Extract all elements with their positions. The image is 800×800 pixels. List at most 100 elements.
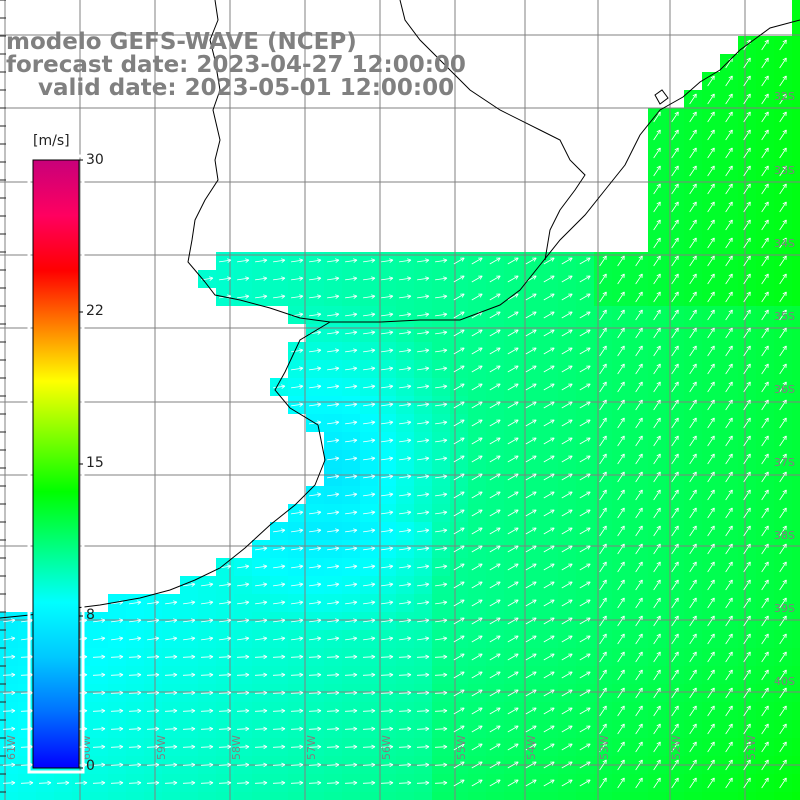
wind-cell	[792, 558, 800, 576]
lat-label: 39S	[774, 602, 795, 615]
wind-arrow	[599, 363, 607, 375]
wind-arrow	[635, 309, 643, 321]
wind-arrow	[743, 147, 751, 159]
wind-arrow	[309, 366, 322, 371]
wind-arrow	[543, 347, 555, 355]
wind-arrow	[671, 183, 679, 195]
wind-arrow	[689, 111, 697, 123]
wind-arrow	[399, 330, 412, 335]
wind-cell	[792, 270, 800, 288]
wind-arrow	[525, 293, 537, 301]
wind-arrow	[381, 312, 394, 317]
colorbar-tick-22: 22	[86, 303, 104, 319]
wind-arrow	[779, 273, 787, 285]
wind-arrow	[725, 111, 733, 123]
wind-arrow	[689, 219, 697, 231]
wind-arrow	[689, 183, 697, 195]
wind-arrow	[671, 291, 679, 303]
wind-cell	[198, 792, 216, 800]
wind-arrow	[399, 312, 412, 317]
wind-arrow	[599, 327, 607, 339]
wind-arrow	[345, 384, 358, 389]
wind-arrow	[761, 255, 769, 267]
wind-cell	[792, 576, 800, 594]
wind-cell	[792, 324, 800, 342]
wind-arrow	[617, 327, 625, 339]
wind-cell	[630, 792, 648, 800]
wind-arrow	[219, 258, 232, 263]
wind-arrow	[779, 183, 787, 195]
wind-arrow	[743, 309, 751, 321]
wind-arrow	[707, 309, 715, 321]
wind-arrow	[707, 363, 715, 375]
wind-arrow	[471, 329, 483, 337]
wind-arrow	[779, 165, 787, 177]
wind-cell	[504, 792, 522, 800]
wind-arrow	[561, 257, 573, 265]
wind-cell	[792, 486, 800, 504]
wind-arrow	[579, 347, 591, 355]
wind-arrow	[327, 312, 340, 317]
wind-cell	[792, 522, 800, 540]
wind-arrow	[779, 291, 787, 303]
wind-arrow	[653, 327, 661, 339]
wind-arrow	[525, 365, 537, 373]
wind-cell	[18, 792, 36, 800]
wind-cell	[486, 792, 504, 800]
wind-arrow	[707, 93, 715, 105]
wind-cell	[54, 792, 72, 800]
wind-cell	[738, 792, 756, 800]
wind-cell	[792, 162, 800, 180]
wind-arrow	[779, 93, 787, 105]
wind-arrow	[689, 255, 697, 267]
wind-arrow	[761, 309, 769, 321]
colorbar-unit: [m/s]	[33, 133, 70, 149]
wind-arrow	[761, 57, 769, 69]
wind-arrow	[707, 183, 715, 195]
wind-arrow	[381, 330, 394, 335]
lon-label: 59W	[155, 735, 168, 760]
wind-cell	[792, 90, 800, 108]
wind-arrow	[309, 258, 322, 263]
wind-arrow	[417, 348, 430, 353]
wind-arrow	[273, 276, 286, 281]
wind-cell	[306, 792, 324, 800]
wind-arrow	[381, 348, 394, 353]
wind-arrow	[489, 365, 501, 373]
wind-cell	[792, 18, 800, 36]
wind-arrow	[707, 345, 715, 357]
wind-arrow	[237, 276, 250, 281]
wind-arrow	[671, 345, 679, 357]
wind-arrow	[707, 165, 715, 177]
wind-arrow	[707, 201, 715, 213]
wind-cell	[792, 36, 800, 54]
wind-arrow	[743, 363, 751, 375]
wind-arrow	[743, 165, 751, 177]
wind-arrow	[507, 347, 519, 355]
wind-arrow	[761, 201, 769, 213]
wind-arrow	[743, 291, 751, 303]
wind-arrow	[453, 365, 465, 373]
wind-arrow	[579, 365, 591, 373]
colorbar-tick-8: 8	[86, 607, 95, 623]
wind-arrow	[743, 255, 751, 267]
wind-arrow	[761, 147, 769, 159]
wind-arrow	[707, 327, 715, 339]
wind-arrow	[453, 275, 465, 283]
wind-arrow	[291, 276, 304, 281]
wind-arrow	[725, 219, 733, 231]
wind-cell	[684, 792, 702, 800]
lat-label: 32S	[774, 90, 795, 103]
title-forecast-date: forecast date: 2023-04-27 12:00:00	[6, 52, 466, 78]
lon-label: 57W	[305, 735, 318, 760]
wind-arrow	[453, 293, 465, 301]
wind-arrow	[237, 294, 250, 299]
wind-arrow	[761, 273, 769, 285]
wind-arrow	[345, 312, 358, 317]
wind-arrow	[743, 75, 751, 87]
wind-cell	[792, 630, 800, 648]
wind-arrow	[599, 255, 607, 267]
wind-arrow	[671, 201, 679, 213]
wind-arrow	[689, 165, 697, 177]
wind-arrow	[761, 345, 769, 357]
